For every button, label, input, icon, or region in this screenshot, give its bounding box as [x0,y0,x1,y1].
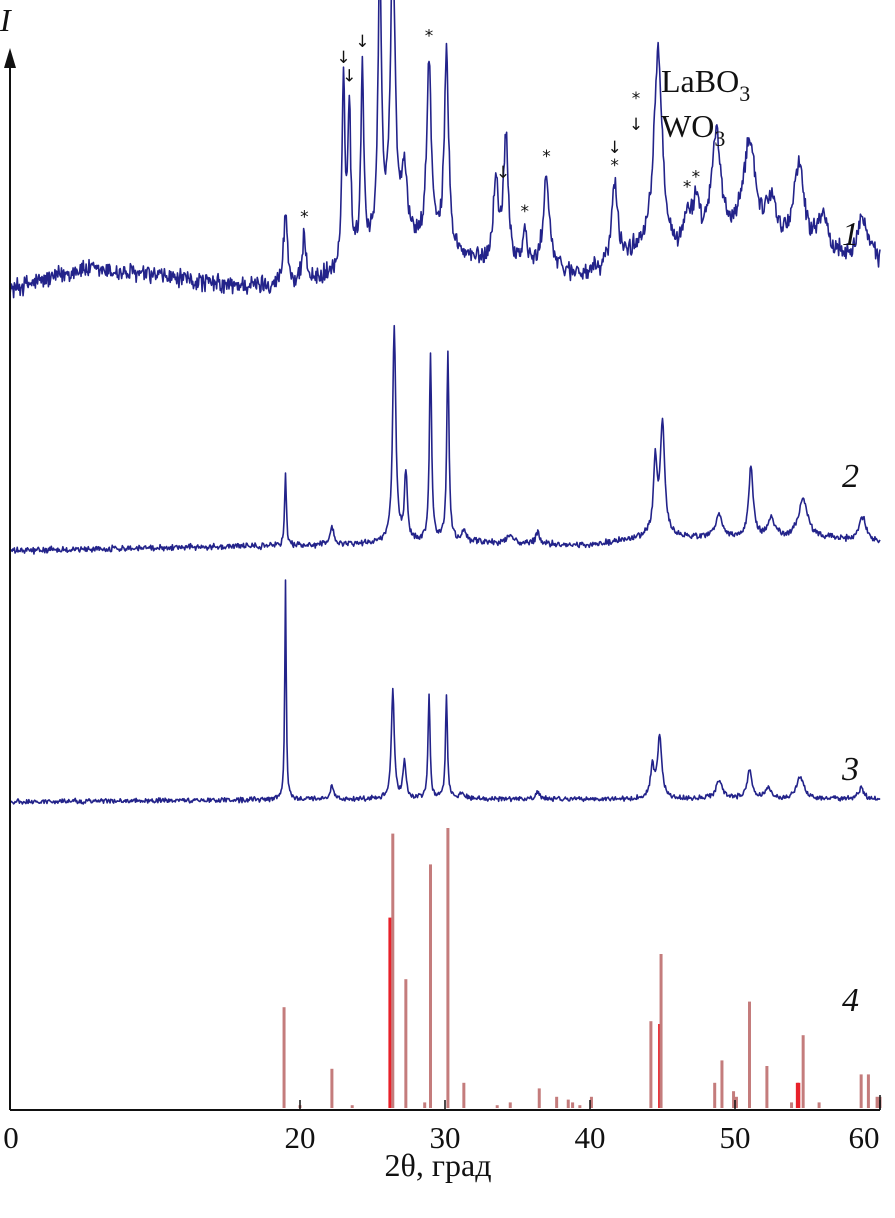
x-tick-label: 50 [720,1120,751,1155]
reference-stick [589,1096,593,1108]
reference-stick [388,917,392,1108]
curve-label-1: 1 [842,216,859,253]
series-2-line [9,324,881,555]
reference-stick [720,1060,724,1108]
reference-stick [732,1091,736,1108]
reference-stick [765,1066,769,1108]
y-axis-arrow-icon [4,48,16,68]
reference-stick [462,1082,466,1108]
reference-stick [282,1007,286,1108]
legend-wo3-symbol: ↓ [629,115,643,135]
labo3-peak-marker: * [692,167,701,187]
wo3-peak-marker: ↓ [342,66,356,86]
x-tick-label: 30 [430,1120,461,1155]
curve-label-4: 4 [842,982,859,1019]
reference-stick [866,1074,870,1108]
legend-item-labo3: * LaBO3 [632,63,750,109]
labo3-peak-marker: * [683,178,692,198]
reference-stick [555,1096,559,1108]
reference-stick [649,1021,653,1108]
y-axis-label: I [0,2,12,38]
labo3-peak-marker: * [425,27,434,47]
wo3-peak-marker: ↓ [336,48,350,68]
reference-stick [446,828,450,1108]
wo3-peak-marker: ↓ [355,32,369,52]
legend-item-wo3: ↓ WO3 [629,108,725,151]
reference-stick [566,1099,570,1108]
wo3-peak-marker: ↓ [608,138,622,158]
legend-labo3-base: LaBO [661,63,739,99]
labo3-peak-marker: * [610,156,619,176]
pattern-traces [9,0,881,805]
reference-sticks [282,828,882,1108]
reference-stick [801,1035,805,1108]
series-3-line [9,579,881,805]
reference-stick [537,1088,541,1108]
legend-labo3-sub: 3 [739,81,750,106]
legend-wo3-label: WO3 [661,108,725,151]
reference-stick [797,1082,801,1108]
reference-stick [350,1105,354,1108]
reference-stick [391,833,395,1108]
reference-stick [423,1102,427,1108]
legend-labo3-label: LaBO3 [661,63,750,106]
reference-stick [404,979,408,1108]
reference-stick [330,1068,334,1108]
reference-stick [859,1074,863,1108]
reference-stick [748,1001,751,1108]
reference-stick [578,1105,582,1108]
labo3-peak-marker: * [542,147,551,167]
x-tick-label: 40 [575,1120,606,1155]
reference-stick [790,1102,794,1108]
reference-stick [508,1102,512,1108]
reference-stick [659,954,663,1108]
legend-wo3-base: WO [661,108,714,144]
x-axis-label: 2θ, град [385,1147,492,1183]
legend: * LaBO3 ↓ WO3 [629,63,750,151]
series-1-line [9,0,881,299]
peak-markers: *↓↓↓**↓***↓** [300,27,701,228]
x-tick-label: 0 [3,1120,19,1155]
legend-wo3-sub: 3 [714,126,725,151]
wo3-peak-marker: ↓ [496,163,510,183]
x-axis-ticks: 0 20 30 40 50 60 [3,1100,881,1155]
curve-label-3: 3 [841,751,859,788]
curve-label-2: 2 [842,458,859,495]
reference-stick [429,864,432,1108]
reference-stick [713,1082,717,1108]
labo3-peak-marker: * [300,207,309,227]
reference-stick [817,1102,821,1108]
labo3-peak-marker: * [521,202,530,222]
reference-stick [495,1105,499,1108]
legend-labo3-symbol: * [632,89,641,109]
reference-stick [571,1102,575,1108]
x-tick-label: 20 [285,1120,316,1155]
reference-stick [875,1096,879,1108]
x-tick-label: 60 [849,1120,880,1155]
reference-stick [734,1096,738,1108]
